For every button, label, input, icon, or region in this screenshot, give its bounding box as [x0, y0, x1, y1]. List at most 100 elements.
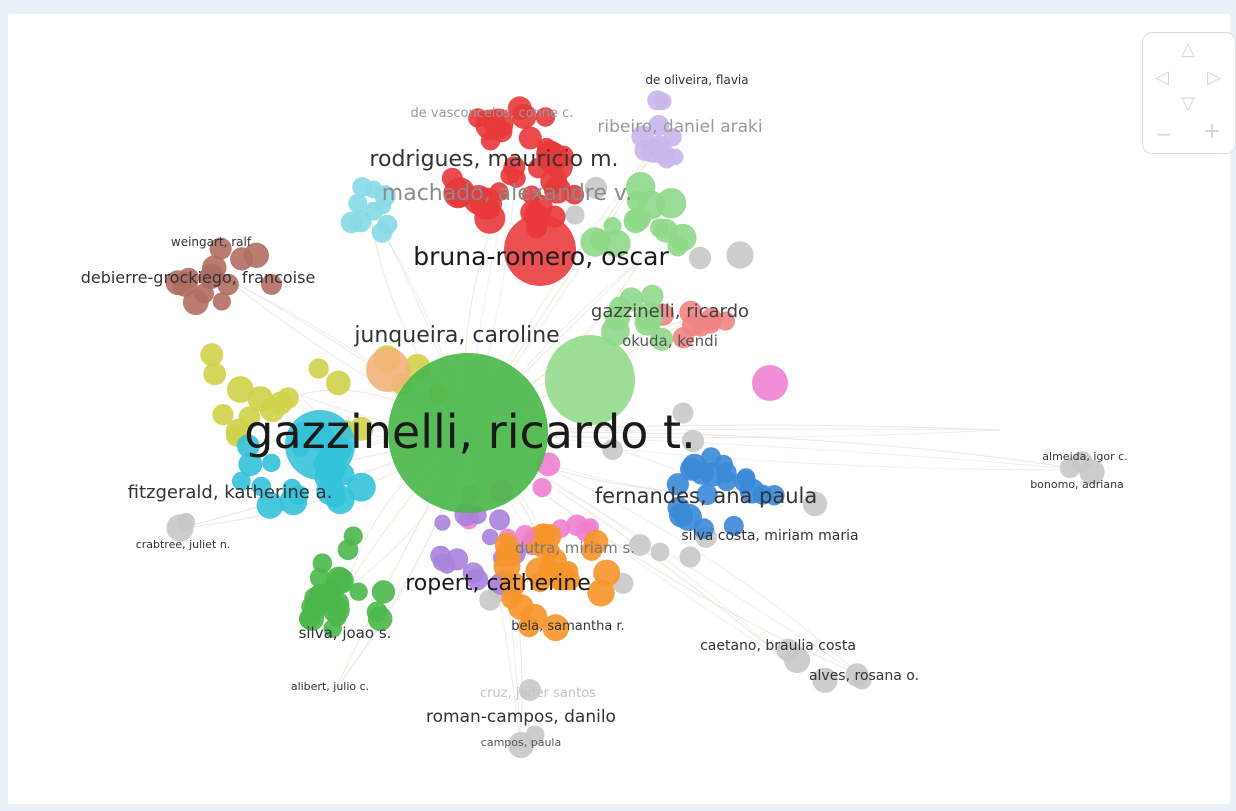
node-bubble-accent[interactable]: [545, 335, 635, 425]
node-bubble-accent[interactable]: [366, 348, 410, 392]
node-bubble-light-cyan[interactable]: [374, 185, 396, 207]
node-bubble-light-cyan[interactable]: [377, 214, 398, 235]
node-bubble-gray[interactable]: [629, 534, 651, 556]
zoom-out-button[interactable]: −: [1155, 122, 1173, 146]
node-bubble-gray[interactable]: [584, 176, 608, 200]
node-bubble-accent[interactable]: [285, 410, 355, 480]
node-bubble-gray[interactable]: [688, 246, 712, 270]
node-bubble-red[interactable]: [528, 157, 549, 179]
node-label-weingart-ralf[interactable]: weingart, ralf: [171, 235, 252, 249]
node-bubble-light-green[interactable]: [608, 296, 631, 319]
node-bubble-yellow[interactable]: [200, 343, 224, 367]
node-label-bonomo-adriana[interactable]: bonomo, adriana: [1030, 478, 1124, 491]
node-bubble-cyan[interactable]: [236, 434, 260, 458]
node-bubble-brown[interactable]: [172, 271, 198, 297]
node-bubble-purple[interactable]: [489, 509, 510, 531]
node-label-ribeiro-daniel-araki[interactable]: ribeiro, daniel araki: [597, 117, 762, 137]
node-bubble-blue[interactable]: [690, 461, 714, 485]
node-label-cruz-jader-santos[interactable]: cruz, jader santos: [480, 686, 596, 701]
node-bubble-orange[interactable]: [587, 579, 615, 607]
node-bubble-orange[interactable]: [542, 614, 570, 642]
node-bubble-purple[interactable]: [466, 568, 489, 591]
node-bubble-light-cyan[interactable]: [348, 193, 368, 213]
node-bubble-cyan[interactable]: [316, 476, 345, 506]
node-bubble-light-green[interactable]: [636, 190, 666, 220]
node-bubble-orange[interactable]: [494, 532, 521, 559]
node-bubble-yellow[interactable]: [226, 376, 254, 403]
node-bubble-salmon[interactable]: [672, 327, 694, 349]
node-label-fitzgerald-katherine-a[interactable]: fitzgerald, katherine a.: [128, 482, 333, 503]
node-label-junqueira-caroline[interactable]: junqueira, caroline: [353, 323, 559, 348]
node-bubble-brown[interactable]: [212, 292, 231, 311]
node-bubble-red[interactable]: [535, 107, 556, 127]
node-label-campos-paula[interactable]: campos, paula: [481, 736, 561, 749]
node-bubble-orange[interactable]: [581, 540, 602, 561]
node-bubble-gray[interactable]: [679, 546, 701, 568]
node-label-dutra-miriam-s[interactable]: dutra, miriam s.: [515, 539, 635, 557]
node-bubble-red[interactable]: [500, 165, 520, 185]
node-bubble-blue[interactable]: [693, 518, 714, 539]
node-label-de-oliveira-flavia[interactable]: de oliveira, flavia: [645, 73, 748, 87]
node-bubble-brown[interactable]: [243, 242, 269, 268]
pan-right-button[interactable]: ▷: [1207, 67, 1221, 88]
node-bubble-gray[interactable]: [802, 491, 828, 517]
node-bubble-purple[interactable]: [481, 528, 499, 546]
node-bubble-brown[interactable]: [200, 263, 224, 288]
node-bubble-cyan[interactable]: [262, 453, 281, 473]
node-label-bruna-romero-oscar[interactable]: bruna-romero, oscar: [413, 242, 669, 271]
node-label-caetano-braulia-costa[interactable]: caetano, braulia costa: [700, 638, 856, 654]
node-bubble-blue[interactable]: [764, 485, 785, 506]
node-label-okuda-kendi[interactable]: okuda, kendi: [622, 332, 718, 350]
node-bubble-lavender[interactable]: [641, 139, 665, 163]
node-bubble-light-green[interactable]: [635, 302, 664, 331]
node-bubble-green-lower[interactable]: [337, 539, 359, 561]
node-bubble-cyan[interactable]: [231, 471, 251, 491]
node-bubble-accent[interactable]: [515, 525, 535, 545]
node-bubble-lavender[interactable]: [648, 114, 670, 136]
node-label-roman-campos-danilo[interactable]: roman-campos, danilo: [426, 707, 616, 727]
node-bubble-cyan[interactable]: [256, 492, 284, 519]
node-bubble-light-green[interactable]: [650, 327, 674, 351]
pan-left-button[interactable]: ◁: [1155, 67, 1169, 88]
node-bubble-blue[interactable]: [701, 447, 722, 468]
node-bubble-lavender[interactable]: [663, 128, 682, 147]
node-bubble-pink[interactable]: [566, 514, 588, 537]
node-label-silva-joao-s[interactable]: silva, joao s.: [299, 624, 392, 642]
node-label-gazzinelli-ricardo-t[interactable]: gazzinelli, ricardo t.: [244, 405, 695, 459]
node-label-alibert-julio-c[interactable]: alibert, julio c.: [291, 680, 369, 693]
node-bubble-accent[interactable]: [752, 365, 788, 401]
node-bubble-light-green[interactable]: [650, 218, 669, 238]
node-bubble-green-lower[interactable]: [323, 619, 343, 638]
node-bubble-red[interactable]: [444, 177, 475, 208]
node-bubble-salmon[interactable]: [700, 308, 723, 330]
node-label-crabtree-juliet-n[interactable]: crabtree, juliet n.: [136, 538, 231, 551]
node-bubble-gray[interactable]: [519, 679, 541, 701]
node-bubble-pink[interactable]: [532, 478, 552, 498]
node-bubble-orange[interactable]: [518, 615, 540, 638]
node-bubble-lavender[interactable]: [647, 90, 668, 111]
node-bubble-accent[interactable]: [504, 214, 576, 286]
pan-down-button[interactable]: ▽: [1181, 93, 1195, 114]
node-bubble-orange[interactable]: [529, 530, 557, 558]
node-bubble-salmon[interactable]: [679, 300, 703, 324]
node-bubble-blue[interactable]: [723, 515, 744, 536]
node-bubble-blue[interactable]: [696, 484, 718, 505]
node-bubble-red[interactable]: [475, 109, 506, 141]
node-label-ropert-catherine[interactable]: ropert, catherine: [405, 571, 591, 596]
node-label-de-vasconcelos-conne-c[interactable]: de vasconcelos, conne c.: [411, 106, 574, 121]
node-bubble-orange[interactable]: [493, 552, 521, 580]
node-bubble-blue[interactable]: [736, 468, 756, 487]
node-bubble-gray[interactable]: [176, 512, 196, 532]
node-bubble-yellow[interactable]: [308, 358, 329, 379]
node-bubble-brown[interactable]: [209, 237, 232, 260]
node-bubble-light-cyan[interactable]: [349, 210, 372, 233]
node-bubble-light-green[interactable]: [580, 227, 610, 257]
node-bubble-yellow[interactable]: [325, 370, 351, 396]
node-bubble-yellow[interactable]: [349, 416, 374, 441]
node-bubble-green-lower[interactable]: [367, 606, 393, 632]
node-bubble-red[interactable]: [522, 185, 542, 205]
node-bubble-cyan[interactable]: [238, 452, 263, 477]
node-bubble-light-green[interactable]: [601, 316, 630, 346]
node-label-gazzinelli-ricardo[interactable]: gazzinelli, ricardo: [591, 301, 749, 322]
node-bubble-green-main[interactable]: [388, 353, 548, 513]
